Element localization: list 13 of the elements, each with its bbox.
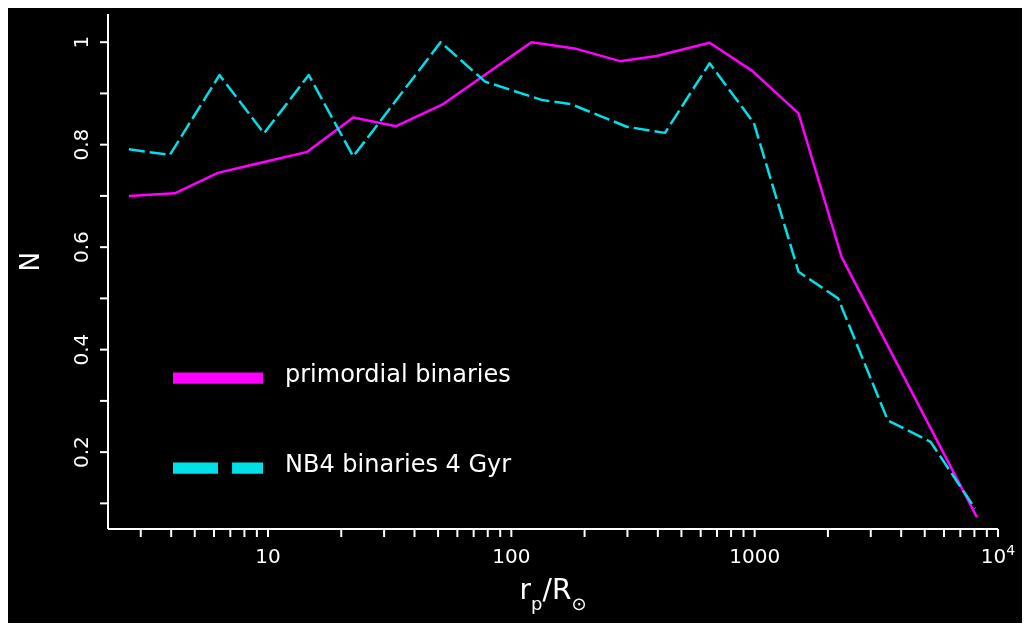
- y-axis-title: N: [15, 252, 46, 272]
- x-tick-label: 10$^{4}$: [980, 542, 1016, 568]
- y-tick-label: 0.4: [69, 333, 93, 366]
- y-tick-label: 0.2: [69, 436, 93, 469]
- y-tick-label: 0.8: [69, 128, 93, 161]
- legend-label: primordial binaries: [285, 359, 511, 388]
- x-tick-label: 100: [492, 544, 531, 568]
- x-tick-label: 10: [255, 544, 281, 568]
- x-axis-title: r$_{p}$/R$_{⊙}$: [519, 573, 587, 614]
- y-tick-label: 0.6: [69, 231, 93, 264]
- y-tick-label: 1: [69, 35, 93, 49]
- legend-label: NB4 binaries 4 Gyr: [285, 449, 512, 478]
- x-tick-label: 1000: [729, 544, 781, 568]
